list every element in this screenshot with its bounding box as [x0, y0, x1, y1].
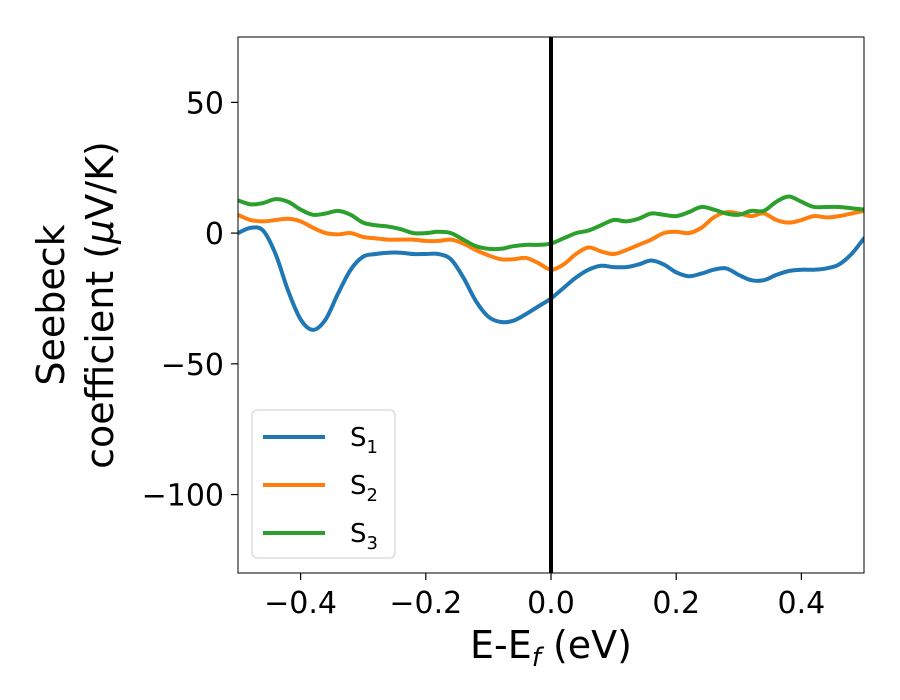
y-tick-label: 50 [186, 86, 224, 121]
legend-label-s1: S1 [350, 423, 378, 458]
axis-ticks: −0.4 −0.2 0.0 0.2 0.4 50 0 −50 −100 [142, 86, 826, 621]
y-tick-label: 0 [205, 217, 224, 252]
y-axis-label-line1: Seebeck [29, 224, 73, 385]
legend-items: S1 S2 S3 [263, 423, 378, 554]
x-tick-label: −0.4 [264, 586, 337, 621]
x-tick-label: −0.2 [389, 586, 462, 621]
y-tick-label: −50 [161, 348, 224, 383]
y-axis-label: Seebeck coefficient (μV/K) [29, 141, 122, 469]
y-axis-label-line2: coefficient (μV/K) [78, 141, 122, 469]
x-tick-label: 0.4 [778, 586, 826, 621]
legend: S1 S2 S3 [251, 409, 396, 559]
x-axis-label-main: E-E [470, 623, 532, 667]
legend-label-s2: S2 [350, 471, 378, 506]
y-axis-label-prefix: coefficient ( [78, 244, 122, 469]
x-tick-label: 0.2 [652, 586, 700, 621]
y-tick-label: −100 [142, 479, 224, 514]
x-axis-label: E-Ef (eV) [470, 623, 632, 673]
x-axis-label-unit: (eV) [541, 623, 632, 667]
y-axis-label-mu: μ [78, 220, 122, 245]
y-axis-label-suffix: V/K) [78, 141, 122, 220]
legend-label-s3: S3 [350, 519, 378, 554]
x-tick-label: 0.0 [527, 586, 575, 621]
